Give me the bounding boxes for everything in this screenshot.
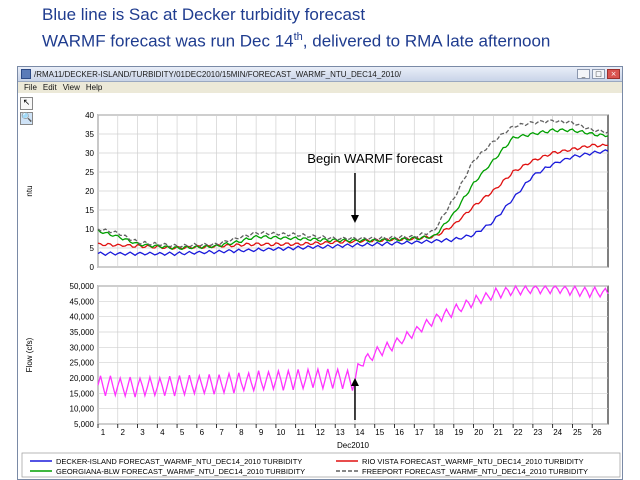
x-tick-label: 2: [121, 428, 126, 437]
x-tick-label: 21: [494, 428, 503, 437]
legend-label: RIO VISTA FORECAST_WARMF_NTU_DEC14_2010 …: [362, 457, 584, 466]
y-tick-label: 15: [85, 206, 94, 215]
slide-title-line2-sup: th: [293, 31, 303, 43]
series-line-georgiana: [97, 128, 609, 251]
x-tick-label: 20: [474, 428, 483, 437]
annotation-arrow-bottom-head: [350, 378, 359, 386]
x-tick-label: 18: [435, 428, 444, 437]
x-tick-label: 5: [180, 428, 185, 437]
y-tick-label: 30: [85, 149, 94, 158]
slide-title-line2: WARMF forecast was run Dec 14th, deliver…: [42, 26, 632, 53]
menubar: File Edit View Help: [18, 82, 622, 93]
annotation-begin-forecast: Begin WARMF forecast: [307, 151, 443, 166]
y-axis-label: Flow (cfs): [25, 337, 34, 372]
window-title: /RMA11/DECKER-ISLAND/TURBIDITY/01DEC2010…: [34, 69, 402, 79]
x-tick-label: 10: [276, 428, 285, 437]
slide-title-line1: Blue line is Sac at Decker turbidity for…: [42, 5, 366, 24]
x-tick-label: 16: [395, 428, 404, 437]
x-tick-label: 13: [336, 428, 345, 437]
app-icon: [21, 69, 31, 79]
x-tick-label: 12: [316, 428, 325, 437]
slide-title-line2-post: , delivered to RMA late afternoon: [302, 31, 551, 51]
plot-frame-1: [97, 285, 609, 425]
x-tick-label: 22: [514, 428, 523, 437]
slide-title-line2-pre: WARMF forecast was run Dec 14: [42, 31, 294, 51]
x-tick-label: 24: [553, 428, 562, 437]
y-axis-label: ntu: [25, 185, 34, 196]
x-tick-label: 6: [200, 428, 205, 437]
legend-label: FREEPORT FORECAST_WARMF_NTU_DEC14_2010 T…: [362, 467, 588, 476]
x-tick-label: 8: [239, 428, 244, 437]
y-tick-label: 5: [90, 244, 95, 253]
y-tick-label: 50,000: [70, 282, 95, 291]
plot-window: /RMA11/DECKER-ISLAND/TURBIDITY/01DEC2010…: [17, 66, 623, 480]
annotation-arrow-top-head: [350, 215, 359, 223]
y-tick-label: 10,000: [70, 405, 95, 414]
zoom-icon[interactable]: 🔍: [20, 112, 33, 125]
minimize-button[interactable]: _: [577, 69, 590, 79]
y-tick-label: 5,000: [74, 420, 95, 429]
x-tick-label: 4: [160, 428, 165, 437]
legend-label: DECKER-ISLAND FORECAST_WARMF_NTU_DEC14_2…: [56, 457, 302, 466]
maximize-button[interactable]: □: [592, 69, 605, 79]
chart-svg[interactable]: 0510152025303540ntu5,00010,00015,00020,0…: [18, 93, 623, 480]
series-line-decker: [97, 149, 609, 257]
menu-edit[interactable]: Edit: [42, 83, 57, 92]
close-button[interactable]: ×: [607, 69, 620, 79]
x-tick-label: 19: [454, 428, 463, 437]
window-titlebar[interactable]: /RMA11/DECKER-ISLAND/TURBIDITY/01DEC2010…: [18, 67, 622, 82]
y-tick-label: 35: [85, 130, 94, 139]
menu-file[interactable]: File: [24, 83, 37, 92]
plot-area: 0 5 10 15 20 25 30 35 40 ntu 5,000 10,000 15,000 20,0…: [18, 93, 623, 480]
y-tick-label: 10: [85, 225, 94, 234]
x-tick-label: 15: [375, 428, 384, 437]
y-tick-label: 35,000: [70, 328, 95, 337]
x-tick-label: 7: [219, 428, 224, 437]
y-tick-label: 40: [85, 111, 94, 120]
slide-title: Blue line is Sac at Decker turbidity for…: [42, 4, 632, 53]
x-tick-label: 9: [259, 428, 264, 437]
y-tick-label: 15,000: [70, 389, 95, 398]
y-tick-label: 30,000: [70, 343, 95, 352]
x-tick-label: 17: [415, 428, 424, 437]
series-line-flow: [97, 284, 609, 399]
x-tick-label: 1: [101, 428, 106, 437]
y-tick-label: 20: [85, 187, 94, 196]
x-tick-label: 23: [533, 428, 542, 437]
x-axis-label: Dec2010: [337, 441, 370, 450]
y-tick-label: 20,000: [70, 374, 95, 383]
y-tick-label: 0: [90, 263, 95, 272]
legend-label: GEORGIANA-BLW FORECAST_WARMF_NTU_DEC14_2…: [56, 467, 305, 476]
x-tick-label: 3: [140, 428, 145, 437]
y-tick-label: 40,000: [70, 313, 95, 322]
menu-view[interactable]: View: [62, 83, 80, 92]
x-tick-label: 11: [297, 428, 306, 437]
pointer-icon[interactable]: ↖: [20, 97, 33, 110]
x-tick-label: 26: [593, 428, 602, 437]
series-line-freeport: [97, 119, 609, 249]
toolbar: ↖ 🔍: [20, 97, 34, 127]
y-tick-label: 25: [85, 168, 94, 177]
menu-help[interactable]: Help: [85, 83, 103, 92]
x-tick-label: 25: [573, 428, 582, 437]
y-tick-label: 25,000: [70, 359, 95, 368]
x-tick-label: 14: [356, 428, 365, 437]
y-tick-label: 45,000: [70, 297, 95, 306]
legend-box: [21, 452, 621, 478]
